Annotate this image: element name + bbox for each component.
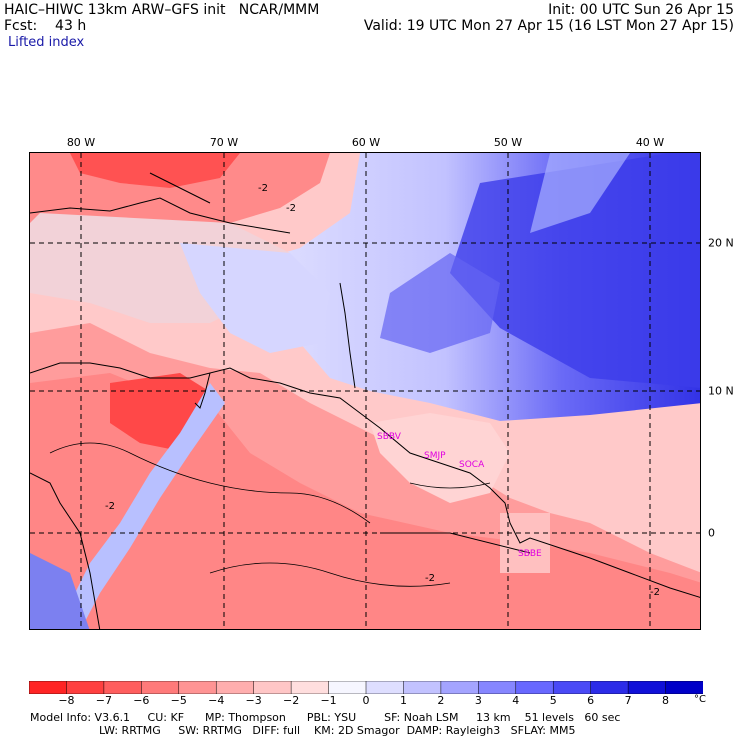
colorbar-tick-label: −5	[170, 694, 187, 707]
colorbar-tick-label: −6	[133, 694, 150, 707]
colorbar-tick-label: 0	[362, 694, 370, 707]
contour-label: -2	[650, 587, 660, 598]
guiana-region	[370, 413, 510, 503]
graticule	[30, 153, 700, 629]
colorbar-tick-label: −2	[283, 694, 300, 707]
colorbar-swatch	[66, 681, 105, 694]
field-name: Lifted index	[8, 35, 85, 50]
colorbar-tick-label: 4	[512, 694, 520, 707]
lon-label-60w: 60 W	[351, 136, 381, 149]
colorbar-swatch	[590, 681, 629, 694]
contour-label-group: -2 -2 -2 -2 -2	[105, 183, 660, 598]
southwest-blue	[30, 553, 90, 629]
init-time: Init: 00 UTC Sun 26 Apr 15	[548, 2, 734, 18]
blue-patch	[380, 253, 500, 353]
colorbar-tick-label: 8	[662, 694, 670, 707]
colorbar-swatch	[141, 681, 180, 694]
coastlines	[30, 172, 700, 629]
light-blue-streak	[530, 153, 630, 233]
colorbar-tick-label: 5	[549, 694, 557, 707]
lat-label-10n: 10 N	[708, 384, 734, 398]
colorbar-tick-label: −4	[208, 694, 225, 707]
valid-time: Valid: 19 UTC Mon 27 Apr 15 (16 LST Mon …	[363, 18, 734, 34]
colorbar-swatch	[440, 681, 480, 694]
colorbar-swatch	[29, 681, 68, 694]
colorbar-tick-label: 6	[587, 694, 595, 707]
colorbar-tick-label: −7	[95, 694, 112, 707]
north-red-core	[70, 153, 240, 188]
colorbar-tick-label: 2	[437, 694, 445, 707]
station-label: SBBE	[518, 549, 542, 559]
contour-label: -2	[105, 501, 115, 512]
lon-label-50w: 50 W	[493, 136, 523, 149]
colorbar-swatch	[253, 681, 292, 694]
lifted-index-map: -2 -2 -2 -2 -2	[29, 152, 701, 630]
colorbar-swatch	[478, 681, 517, 694]
colorbar-swatch	[627, 681, 667, 694]
station-label: SMJP	[424, 451, 446, 461]
colorbar-swatch	[328, 681, 367, 694]
deep-blue-core	[450, 153, 700, 388]
model-title: HAIC–HIWC 13km ARW–GFS init NCAR/MMM	[4, 2, 320, 18]
lon-label-40w: 40 W	[635, 136, 665, 149]
colorbar	[29, 681, 703, 694]
colorbar-tick-label: 1	[399, 694, 407, 707]
contour-label: -2	[286, 203, 296, 214]
lon-label-80w: 80 W	[66, 136, 96, 149]
contour-label: -2	[258, 183, 268, 194]
colorbar-tick-label: 3	[474, 694, 482, 707]
model-info-line2: LW: RRTMG SW: RRTMG DIFF: full KM: 2D Sm…	[99, 724, 576, 737]
colorbar-swatch	[103, 681, 143, 694]
colorbar-tick-label: −8	[58, 694, 75, 707]
colorbar-swatch	[552, 681, 592, 694]
station-label: SBBV	[377, 432, 401, 442]
colorbar-swatch	[178, 681, 217, 694]
colorbar-swatch	[403, 681, 442, 694]
station-label: SOCA	[459, 460, 485, 470]
colorbar-swatch	[365, 681, 405, 694]
model-info-line1: Model Info: V3.6.1 CU: KF MP: Thompson P…	[30, 711, 621, 724]
colorbar-swatch	[290, 681, 330, 694]
colorbar-tick-label: −3	[245, 694, 262, 707]
andes-stable-band	[60, 383, 225, 629]
colorbar-tick-label: −1	[320, 694, 337, 707]
colorbar-tick-label: 7	[624, 694, 632, 707]
colorbar-swatch	[665, 681, 703, 694]
lat-label-equator: 0	[708, 526, 715, 540]
contour-lines	[49, 442, 491, 587]
caribbean-blue	[180, 243, 330, 353]
colorbar-swatch	[515, 681, 554, 694]
contour-label: -2	[425, 573, 435, 584]
forecast-hour: Fcst: 43 h	[4, 18, 87, 34]
lon-label-70w: 70 W	[209, 136, 239, 149]
colorbar-swatch	[215, 681, 255, 694]
colorbar-unit: °C	[694, 694, 706, 705]
map-canvas: -2 -2 -2 -2 -2	[30, 153, 700, 629]
lat-label-20n: 20 N	[708, 236, 734, 250]
